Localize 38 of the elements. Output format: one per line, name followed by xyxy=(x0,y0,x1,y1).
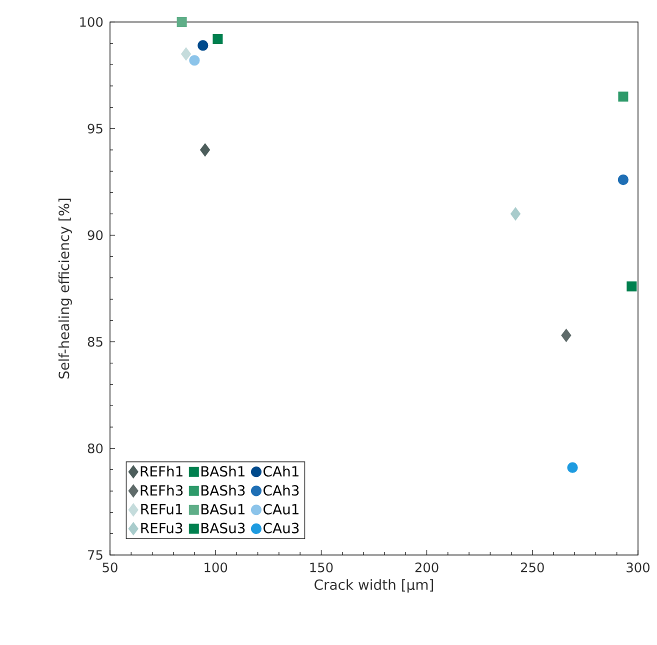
legend-label: CAu1 xyxy=(264,504,298,515)
y-tick-label: 90 xyxy=(88,230,103,240)
point xyxy=(561,329,572,342)
legend-label: BASu3 xyxy=(201,522,245,534)
x-tick-label: 250 xyxy=(521,562,544,572)
legend-label: REFu3 xyxy=(141,522,182,534)
x-tick-label: 200 xyxy=(415,562,438,572)
y-tick-label: 95 xyxy=(88,124,102,134)
point xyxy=(212,34,223,44)
y-tick-label: 80 xyxy=(88,444,103,454)
y-axis-title: Self-healing efficiency [%] xyxy=(58,198,72,379)
legend-label: CAh3 xyxy=(264,484,299,496)
point xyxy=(510,208,520,220)
y-tick-label: 85 xyxy=(88,336,102,347)
x-tick-label: 100 xyxy=(204,562,228,572)
legend-label: BASh3 xyxy=(201,484,245,496)
legend-label: REFh3 xyxy=(140,484,183,496)
legend-label: BASh1 xyxy=(201,466,244,477)
point xyxy=(181,48,191,60)
point xyxy=(618,92,628,102)
point xyxy=(567,462,578,473)
y-tick-label: 100 xyxy=(80,17,103,27)
point xyxy=(200,144,210,156)
point xyxy=(618,174,629,186)
legend-label: CAh1 xyxy=(264,466,298,477)
legend-label: REFh1 xyxy=(140,466,182,476)
x-tick-label: 300 xyxy=(626,562,650,572)
legend-label: BASu1 xyxy=(201,504,244,515)
y-tick-label: 75 xyxy=(88,550,102,560)
legend-label: REFu1 xyxy=(141,504,182,514)
point xyxy=(176,16,187,27)
x-tick-label: 50 xyxy=(102,562,118,572)
point xyxy=(189,55,200,66)
point xyxy=(198,40,208,51)
x-tick-label: 150 xyxy=(310,562,333,572)
point xyxy=(626,281,637,292)
legend-label: CAu3 xyxy=(264,522,299,534)
x-axis-title: Crack width [µm] xyxy=(314,579,434,593)
